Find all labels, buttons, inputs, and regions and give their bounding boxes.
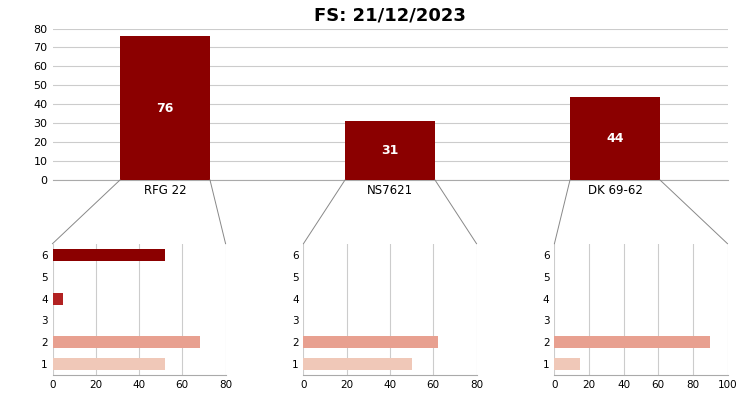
Title: FS: 21/12/2023: FS: 21/12/2023 xyxy=(314,6,466,24)
Bar xyxy=(53,248,165,261)
Bar xyxy=(304,337,437,348)
Bar xyxy=(53,337,200,348)
Bar xyxy=(120,36,210,180)
Bar xyxy=(53,358,165,370)
Text: 44: 44 xyxy=(606,132,624,145)
Text: 31: 31 xyxy=(381,144,399,157)
Bar xyxy=(570,97,660,180)
Bar xyxy=(53,293,63,305)
Bar xyxy=(304,358,412,370)
Bar xyxy=(345,121,435,180)
Bar xyxy=(554,337,710,348)
Bar xyxy=(554,358,580,370)
Text: 76: 76 xyxy=(156,102,174,115)
